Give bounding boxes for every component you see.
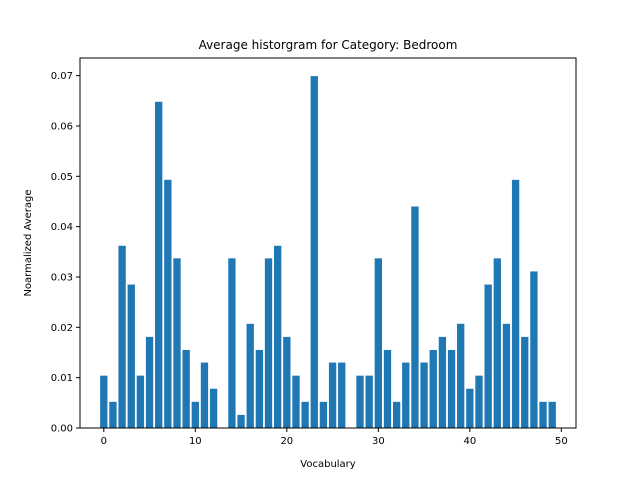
y-tick-label: 0.04 — [51, 222, 73, 233]
bar-0 — [100, 375, 108, 428]
x-tick-label: 50 — [555, 436, 568, 447]
bar-20 — [283, 336, 291, 428]
bar-34 — [411, 206, 419, 428]
bar-31 — [383, 349, 392, 428]
bar-6 — [155, 101, 163, 429]
bar-2 — [118, 245, 126, 428]
y-tick-label: 0.01 — [51, 373, 73, 384]
bar-3 — [127, 284, 135, 428]
bar-39 — [457, 323, 465, 428]
bar-26 — [338, 362, 346, 428]
bar-21 — [292, 375, 300, 428]
x-tick-label: 40 — [463, 436, 476, 447]
y-axis-ticks: 0.00 0.01 0.02 0.03 0.04 0.05 0.06 0.07 — [51, 71, 80, 435]
bar-16 — [246, 323, 254, 428]
bar-28 — [356, 375, 364, 428]
x-axis-ticks: 0 10 20 30 40 50 — [101, 428, 568, 447]
bar-24 — [319, 401, 328, 428]
bar-29 — [365, 375, 373, 428]
bar-12 — [209, 388, 218, 428]
bar-48 — [539, 401, 547, 428]
x-tick-label: 10 — [189, 436, 202, 447]
bar-49 — [548, 401, 556, 428]
x-axis-label: Vocabulary — [300, 459, 356, 470]
bar-41 — [475, 375, 483, 428]
bar-44 — [502, 323, 511, 428]
bar-7 — [164, 179, 172, 428]
bar-46 — [521, 336, 529, 428]
bar-22 — [301, 401, 309, 428]
y-tick-label: 0.06 — [51, 121, 73, 132]
bar-47 — [530, 271, 538, 428]
bar-10 — [191, 401, 199, 428]
bar-5 — [145, 336, 154, 428]
y-tick-label: 0.00 — [51, 424, 73, 435]
bars-group — [100, 76, 556, 429]
bar-45 — [511, 179, 520, 428]
bar-11 — [200, 362, 209, 428]
bar-1 — [109, 401, 117, 428]
bar-9 — [182, 349, 190, 428]
bar-40 — [466, 388, 474, 428]
bar-14 — [228, 258, 236, 428]
bar-33 — [402, 362, 410, 428]
y-tick-label: 0.02 — [51, 323, 73, 334]
x-tick-label: 20 — [280, 436, 293, 447]
bar-37 — [438, 336, 447, 428]
bar-35 — [420, 362, 428, 428]
bar-25 — [328, 362, 337, 428]
bar-23 — [310, 76, 318, 429]
bar-18 — [264, 258, 273, 428]
bar-36 — [429, 349, 437, 428]
y-axis-label: Noarmalized Average — [23, 189, 34, 296]
bar-4 — [136, 375, 145, 428]
y-tick-label: 0.03 — [51, 272, 73, 283]
plot-frame — [79, 57, 577, 429]
bar-19 — [274, 245, 282, 428]
bar-43 — [493, 258, 501, 428]
bar-8 — [173, 258, 181, 428]
bar-42 — [484, 284, 492, 428]
bar-32 — [392, 401, 401, 428]
bar-30 — [374, 258, 382, 428]
bar-17 — [255, 349, 264, 428]
y-tick-label: 0.05 — [51, 172, 73, 183]
bar-15 — [237, 414, 245, 428]
chart-title: Average historgram for Category: Bedroom — [199, 38, 458, 52]
y-tick-label: 0.07 — [51, 71, 73, 82]
bar-38 — [447, 349, 456, 428]
x-tick-label: 30 — [372, 436, 385, 447]
x-tick-label: 0 — [101, 436, 107, 447]
